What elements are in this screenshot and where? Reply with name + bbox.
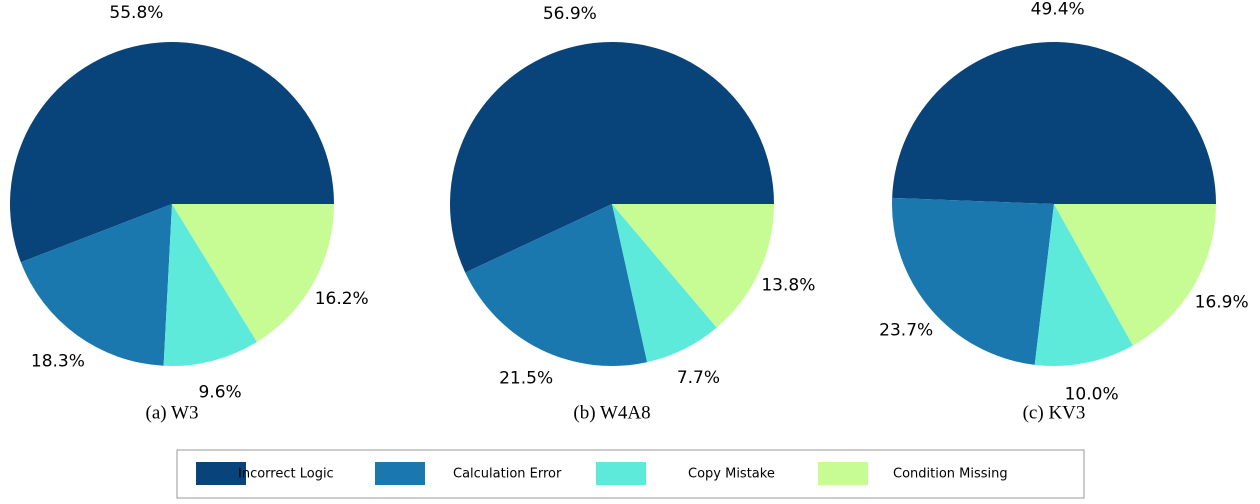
pie-slice [892,197,1054,365]
slice-label: 7.7% [677,368,720,388]
legend-swatch [375,462,425,485]
slice-label: 13.8% [761,276,815,296]
pie-slice [612,204,717,363]
pie-slice [892,41,1217,204]
caption: (a) W3 [146,402,199,423]
legend-swatch [818,462,868,485]
pie-slice [20,204,172,366]
slice-label: 56.9% [543,4,597,24]
pie-slice [1054,204,1216,346]
caption: (b) W4A8 [573,402,650,423]
pie-slice [172,204,334,342]
slice-label: 18.3% [31,351,85,371]
caption: (c) KV3 [1023,402,1086,423]
legend-swatch [596,462,646,485]
pie-slice [449,41,774,273]
slice-label: 55.8% [109,3,163,23]
legend-label: Condition Missing [893,467,1008,482]
pie-slice [612,204,774,328]
slice-label: 23.7% [879,320,933,340]
pie-slice [163,204,257,366]
pie-slice [1034,204,1133,366]
slice-label: 16.9% [1195,292,1249,312]
slice-label: 10.0% [1065,385,1119,405]
legend-label: Calculation Error [453,467,562,482]
slice-label: 21.5% [499,368,553,388]
slice-label: 9.6% [198,382,241,402]
legend-label: Copy Mistake [688,467,775,482]
legend-label: Incorrect Logic [238,467,334,482]
pie-slice [10,42,334,263]
pie-slice [465,204,648,366]
slice-label: 16.2% [315,289,369,309]
legend-swatch [196,462,246,485]
slice-label: 49.4% [1031,0,1085,20]
